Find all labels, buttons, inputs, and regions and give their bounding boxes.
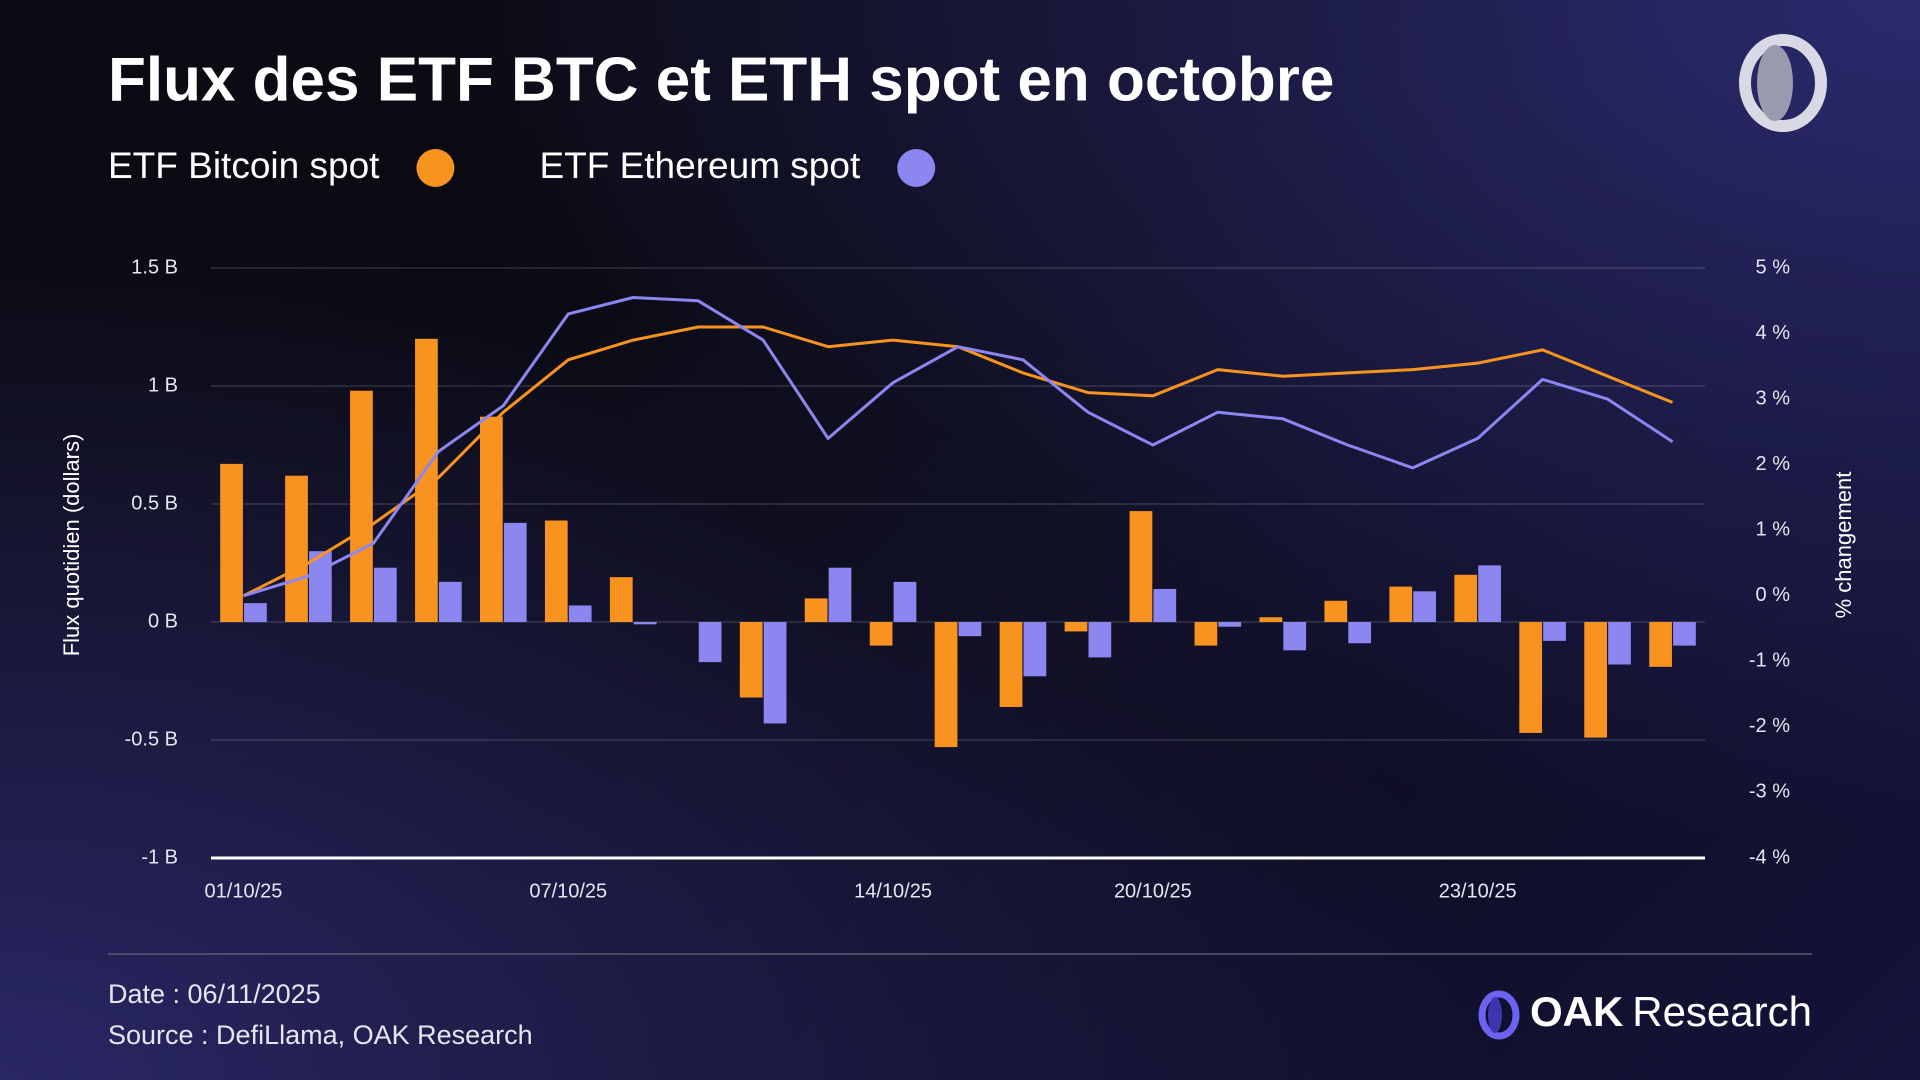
bar bbox=[893, 581, 917, 622]
bar bbox=[739, 622, 763, 698]
bar bbox=[350, 390, 373, 622]
bar bbox=[828, 567, 852, 622]
x-tick-label: 23/10/25 bbox=[1439, 880, 1517, 902]
brand-name: OAK bbox=[1530, 988, 1623, 1035]
y2-tick-label: 3 % bbox=[1756, 387, 1791, 409]
bar bbox=[958, 622, 982, 637]
bar bbox=[503, 522, 527, 622]
y2-axis-title: % changement bbox=[1831, 472, 1856, 619]
y2-tick-label: 4 % bbox=[1756, 322, 1791, 344]
bar bbox=[869, 622, 893, 646]
y-tick-label: 1 B bbox=[148, 374, 178, 396]
bar bbox=[763, 622, 787, 724]
bar bbox=[309, 551, 332, 622]
change-line bbox=[242, 325, 1674, 598]
bar bbox=[1543, 622, 1566, 641]
brand-logo bbox=[1478, 990, 1520, 1040]
y-tick-label: 1.5 B bbox=[131, 256, 178, 278]
y2-tick-label: 2 % bbox=[1756, 453, 1791, 475]
bar bbox=[1649, 622, 1672, 667]
bar bbox=[1519, 622, 1543, 733]
bar bbox=[1584, 622, 1607, 738]
bar bbox=[1389, 586, 1413, 622]
legend-marker bbox=[897, 149, 936, 187]
bar bbox=[1348, 622, 1372, 644]
brand-suffix: Research bbox=[1632, 988, 1812, 1035]
footer-source: Source : DefiLlama, OAK Research bbox=[108, 1020, 533, 1050]
y-tick-label: 0.5 B bbox=[131, 492, 178, 514]
bar bbox=[1023, 622, 1047, 677]
bar bbox=[1194, 622, 1218, 646]
bar bbox=[438, 581, 462, 622]
y-axis-title: Flux quotidien (dollars) bbox=[59, 434, 84, 657]
top-logo bbox=[1739, 34, 1827, 132]
bar bbox=[609, 577, 633, 622]
bar bbox=[480, 416, 503, 622]
y2-tick-label: -2 % bbox=[1749, 715, 1790, 737]
y2-tick-label: -3 % bbox=[1749, 781, 1790, 803]
y2-tick-label: 0 % bbox=[1756, 584, 1791, 606]
bar bbox=[285, 475, 308, 622]
bar bbox=[1283, 622, 1307, 651]
bar bbox=[1413, 591, 1436, 622]
bar bbox=[415, 338, 438, 622]
bar bbox=[934, 622, 958, 748]
bar bbox=[1259, 617, 1283, 622]
bar bbox=[698, 622, 722, 663]
y2-tick-label: -4 % bbox=[1749, 846, 1790, 868]
bar bbox=[999, 622, 1023, 707]
bar bbox=[1673, 622, 1696, 646]
bar bbox=[1088, 622, 1112, 658]
bar bbox=[1478, 565, 1501, 622]
bar bbox=[568, 605, 592, 622]
x-tick-label: 01/10/25 bbox=[205, 880, 283, 902]
bar bbox=[1153, 588, 1177, 622]
change-line bbox=[243, 296, 1674, 598]
bar bbox=[373, 567, 397, 622]
legend-label: ETF Bitcoin spot bbox=[108, 145, 380, 186]
bar bbox=[633, 622, 657, 625]
y-tick-label: -0.5 B bbox=[125, 728, 178, 750]
bar bbox=[1454, 574, 1478, 622]
bar bbox=[544, 520, 568, 622]
y2-tick-label: 1 % bbox=[1756, 519, 1791, 541]
bar bbox=[244, 603, 267, 622]
footer-date: Date : 06/11/2025 bbox=[108, 979, 321, 1009]
chart-title: Flux des ETF BTC et ETH spot en octobre bbox=[108, 45, 1334, 114]
legend-label: ETF Ethereum spot bbox=[539, 145, 861, 186]
x-tick-label: 14/10/25 bbox=[854, 880, 932, 902]
bar bbox=[1608, 622, 1631, 665]
y-tick-label: -1 B bbox=[141, 846, 178, 868]
bar bbox=[220, 463, 243, 622]
bar bbox=[804, 598, 828, 622]
bar bbox=[1129, 511, 1153, 622]
x-tick-label: 07/10/25 bbox=[529, 880, 607, 902]
bar bbox=[1218, 622, 1242, 627]
y2-tick-label: 5 % bbox=[1756, 256, 1791, 278]
bar bbox=[1324, 600, 1348, 622]
bar bbox=[1064, 622, 1088, 632]
x-tick-label: 20/10/25 bbox=[1114, 880, 1192, 902]
y-tick-label: 0 B bbox=[148, 610, 178, 632]
y2-tick-label: -1 % bbox=[1749, 650, 1790, 672]
legend-marker bbox=[416, 149, 455, 187]
